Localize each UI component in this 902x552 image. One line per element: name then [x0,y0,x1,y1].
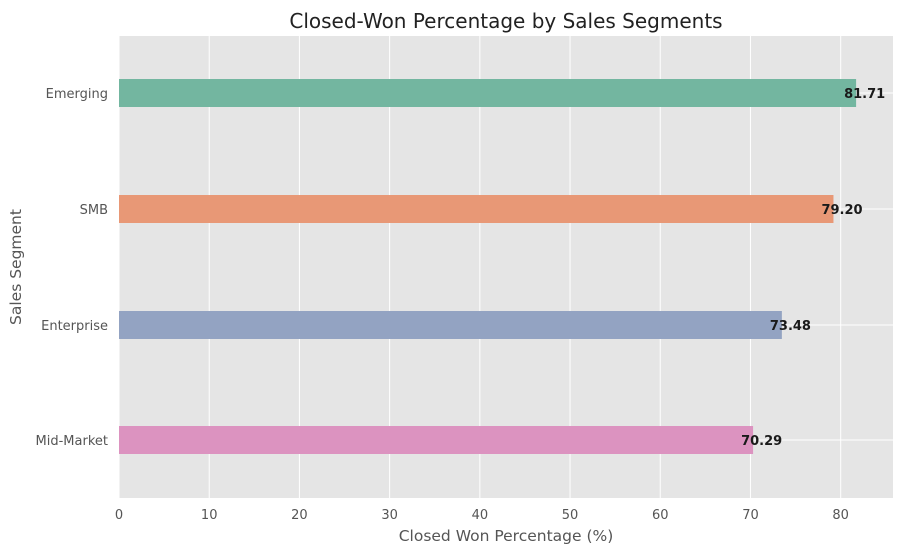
bar-value-label: 79.20 [821,203,862,218]
bar-value-label: 73.48 [770,319,811,334]
plot-background [119,36,893,498]
x-tick-label: 40 [472,508,489,523]
bar-value-label: 81.71 [844,87,885,102]
bar-emerging [119,79,857,107]
y-axis-label: Sales Segment [7,209,25,325]
x-axis-ticks: 0 10 20 30 40 50 60 70 80 [115,508,849,523]
data-labels: 81.71 79.20 73.48 70.29 [741,87,885,449]
y-tick-label: Emerging [46,87,108,102]
x-tick-label: 30 [381,508,398,523]
x-tick-label: 50 [562,508,579,523]
x-tick-label: 20 [291,508,308,523]
bar-value-label: 70.29 [741,434,782,449]
y-axis-ticks: Emerging SMB Enterprise Mid-Market [36,87,108,449]
x-tick-label: 60 [652,508,669,523]
x-tick-label: 0 [115,508,123,523]
x-tick-label: 10 [201,508,218,523]
y-tick-label: Mid-Market [36,434,108,449]
x-tick-label: 80 [832,508,849,523]
bar-smb [119,195,834,223]
bar-enterprise [119,311,782,339]
x-tick-label: 70 [742,508,759,523]
x-axis-label: Closed Won Percentage (%) [399,527,614,545]
bar-mid-market [119,426,754,454]
bars [119,79,857,454]
chart-title: Closed-Won Percentage by Sales Segments [289,9,722,33]
y-tick-label: Enterprise [41,319,108,334]
y-tick-label: SMB [80,203,108,218]
